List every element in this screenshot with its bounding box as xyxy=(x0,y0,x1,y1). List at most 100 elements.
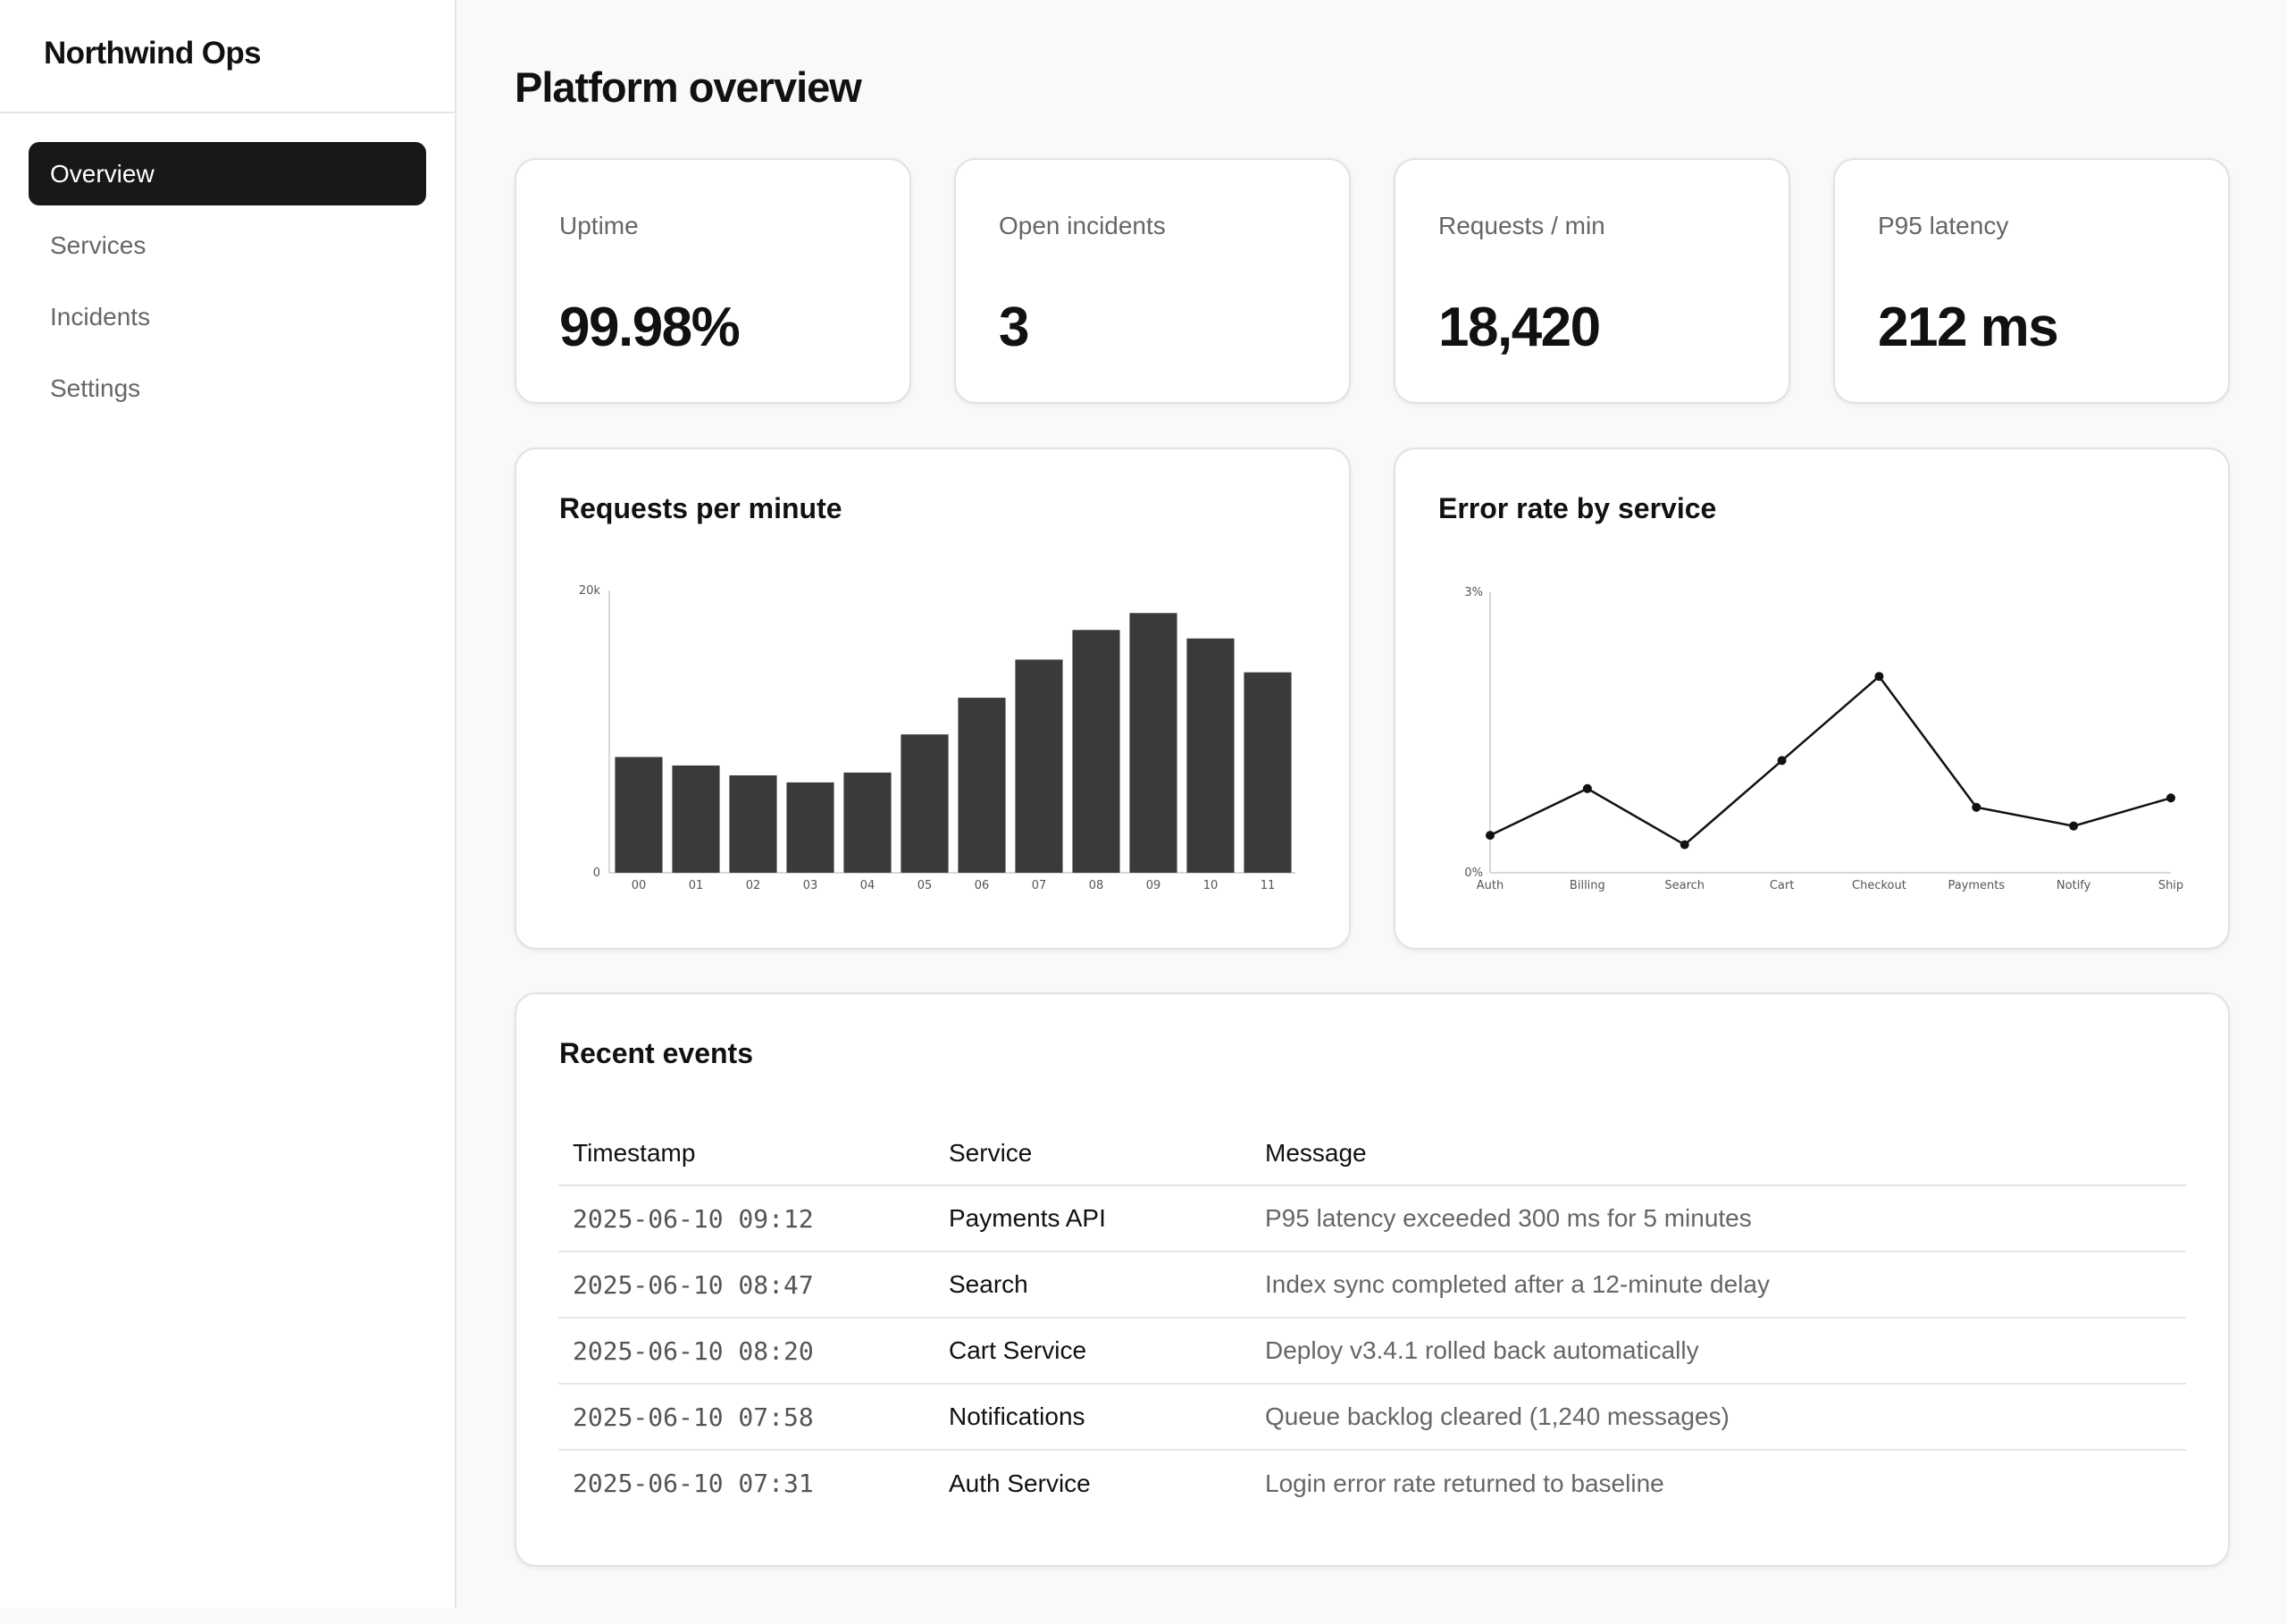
event-message: P95 latency exceeded 300 ms for 5 minute… xyxy=(1265,1185,2186,1252)
error-rate-line-chart: 3% 0%Auth Billing Search Cart Checkout Payment… xyxy=(1464,586,2183,892)
sidebar: Northwind Ops Overview Services Incident… xyxy=(0,0,457,1608)
events-table: Timestamp Service Message 2025-06-10 09:… xyxy=(558,1103,2186,1516)
sidebar-item-incidents[interactable]: Incidents xyxy=(50,302,151,331)
data-point xyxy=(1777,756,1787,766)
bar xyxy=(1015,659,1063,873)
sidebar-item-services[interactable]: Services xyxy=(50,230,147,259)
recent-events-card: Recent events Timestamp Service Message … xyxy=(515,992,2230,1567)
bar xyxy=(786,782,834,873)
kpi-card-open-incidents: Open incidents 3 xyxy=(954,158,1351,404)
brand-header: Northwind Ops xyxy=(0,0,455,113)
kpi-label: P95 latency xyxy=(1878,212,2009,239)
series-line xyxy=(1489,674,2172,847)
x-tick-label: Search xyxy=(1664,879,1705,892)
column-header-timestamp: Timestamp xyxy=(558,1103,949,1186)
y-tick-label: 0 xyxy=(593,866,600,880)
requests-chart-card: Requests per minute 20k 0 00 01 02 03 04 05 06 07… xyxy=(515,448,1351,950)
table-row[interactable]: 2025-06-10 09:12 Payments API P95 latenc… xyxy=(558,1185,2186,1252)
kpi-value: 3 xyxy=(999,297,1029,358)
kpi-card-p95-latency: P95 latency 212 ms xyxy=(1833,158,2230,404)
bar xyxy=(1129,613,1177,873)
x-tick-label: 03 xyxy=(803,879,818,892)
sidebar-item-overview[interactable]: Overview xyxy=(29,142,426,205)
kpi-card-requests-per-min: Requests / min 18,420 xyxy=(1394,158,1790,404)
x-tick-label: 08 xyxy=(1089,879,1104,892)
table-row[interactable]: 2025-06-10 07:31 Auth Service Login erro… xyxy=(558,1450,2186,1516)
chart-title: Requests per minute xyxy=(559,492,842,524)
x-tick-label: 06 xyxy=(975,879,990,892)
bar xyxy=(672,765,720,873)
x-tick-label: 00 xyxy=(632,879,647,892)
event-timestamp: 2025-06-10 07:58 xyxy=(558,1384,949,1451)
kpi-label: Uptime xyxy=(559,212,639,239)
event-message: Deploy v3.4.1 rolled back automatically xyxy=(1265,1318,2186,1385)
event-message: Index sync completed after a 12-minute d… xyxy=(1265,1251,2186,1318)
table-row[interactable]: 2025-06-10 08:20 Cart Service Deploy v3.… xyxy=(558,1318,2186,1385)
bar xyxy=(843,772,892,873)
column-header-service: Service xyxy=(949,1103,1265,1186)
event-timestamp: 2025-06-10 09:12 xyxy=(558,1185,949,1252)
events-title: Recent events xyxy=(559,1037,753,1069)
x-tick-label: Cart xyxy=(1770,879,1795,892)
data-point xyxy=(1874,672,1884,682)
bar xyxy=(901,734,949,873)
sidebar-nav: Overview Services Incidents Settings xyxy=(0,113,455,420)
x-tick-label: 09 xyxy=(1146,879,1161,892)
bar xyxy=(729,774,777,873)
bar xyxy=(1072,630,1120,873)
chart-title: Error rate by service xyxy=(1438,492,1717,524)
event-timestamp: 2025-06-10 08:20 xyxy=(558,1318,949,1385)
column-header-message: Message xyxy=(1265,1103,2186,1186)
y-tick-label: 3% xyxy=(1464,586,1483,599)
x-tick-label: 11 xyxy=(1261,879,1276,892)
x-tick-label: 05 xyxy=(917,879,933,892)
data-point xyxy=(1972,802,1981,812)
event-timestamp: 2025-06-10 07:31 xyxy=(573,1469,814,1498)
table-row[interactable]: 2025-06-10 08:47 Search Index sync compl… xyxy=(558,1251,2186,1318)
x-tick-label: Payments xyxy=(1948,879,2005,892)
x-tick-label: 01 xyxy=(689,879,704,892)
bar xyxy=(958,698,1006,873)
table-row[interactable]: 2025-06-10 07:58 Notifications Queue bac… xyxy=(558,1384,2186,1451)
kpi-label: Open incidents xyxy=(999,212,1166,239)
data-point xyxy=(1680,840,1689,850)
x-tick-label: Checkout xyxy=(1852,879,1906,892)
data-point xyxy=(1486,831,1495,841)
event-service: Cart Service xyxy=(949,1318,1265,1385)
bar xyxy=(1186,638,1235,873)
bar xyxy=(615,757,663,873)
kpi-value: 18,420 xyxy=(1438,297,1601,358)
bar xyxy=(1244,672,1292,873)
page-title: Platform overview xyxy=(515,63,862,111)
data-point xyxy=(2069,821,2079,831)
x-tick-label: Auth xyxy=(1477,879,1504,892)
x-tick-label: 02 xyxy=(746,879,761,892)
event-service: Auth Service xyxy=(949,1469,1091,1497)
x-tick-label: 04 xyxy=(860,879,875,892)
x-tick-label: 07 xyxy=(1032,879,1047,892)
event-service: Notifications xyxy=(949,1384,1265,1451)
x-tick-label: Billing xyxy=(1570,879,1605,892)
event-message: Queue backlog cleared (1,240 messages) xyxy=(1265,1384,2186,1451)
y-tick-label: 0% xyxy=(1464,866,1483,880)
data-point xyxy=(2166,793,2175,803)
y-tick-label: 20k xyxy=(579,584,601,598)
kpi-label: Requests / min xyxy=(1438,212,1605,239)
kpi-value: 99.98% xyxy=(559,297,741,358)
error-rate-chart-card: Error rate by service 3% 0% Auth Billing Sea… xyxy=(1394,448,2230,950)
event-timestamp: 2025-06-10 08:47 xyxy=(558,1251,949,1318)
table-header-row: Timestamp Service Message xyxy=(558,1103,2186,1186)
kpi-value: 212 ms xyxy=(1878,297,2059,358)
data-point xyxy=(1582,783,1592,793)
event-service: Search xyxy=(949,1251,1265,1318)
event-message: Login error rate returned to baseline xyxy=(1265,1469,1664,1497)
brand-name: Northwind Ops xyxy=(44,36,262,71)
x-tick-label: Notify xyxy=(2057,879,2091,892)
x-tick-label: 10 xyxy=(1203,879,1219,892)
sidebar-item-settings[interactable]: Settings xyxy=(50,373,141,402)
kpi-card-uptime: Uptime 99.98% xyxy=(515,158,911,404)
main-content: Platform overview Uptime 99.98% Open inc… xyxy=(458,0,2287,1624)
x-tick-label: Ship xyxy=(2158,879,2183,892)
